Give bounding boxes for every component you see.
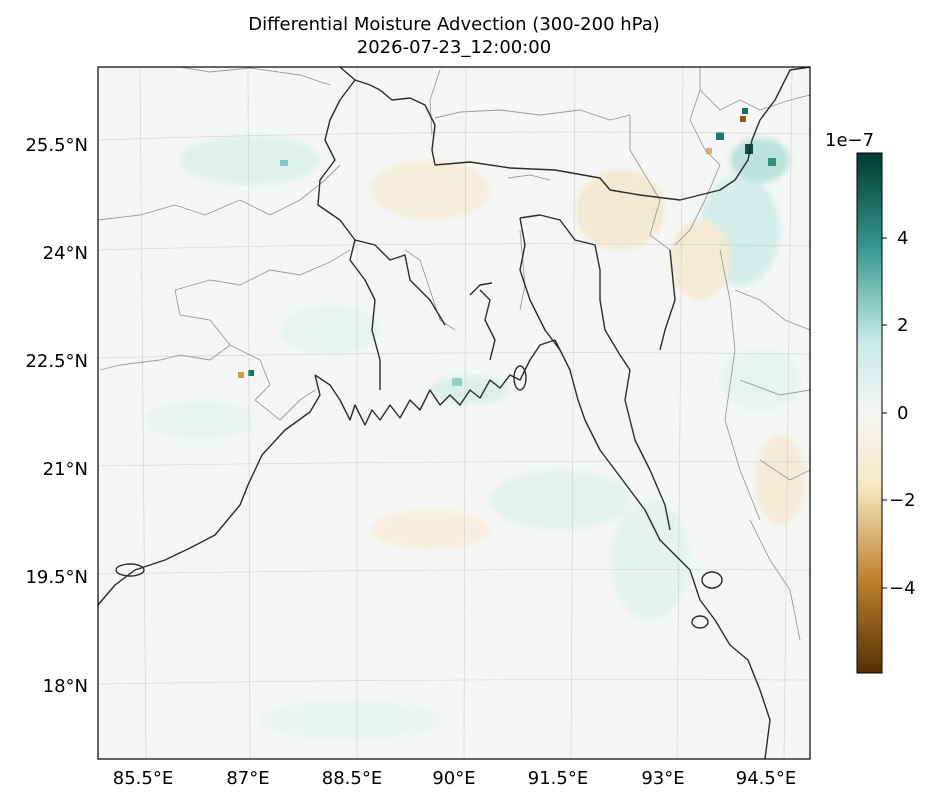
colorbar: 1e−7 4 2 0 −2 −4 (825, 130, 916, 674)
lon-tick-label: 91.5°E (528, 768, 588, 789)
colorbar-gradient (856, 152, 883, 674)
lon-tick-label: 85.5°E (113, 768, 173, 789)
advection-hotspots (238, 108, 776, 386)
lat-tick-label: 22.5°N (25, 351, 88, 372)
map-subtitle: 2026-07-23_12:00:00 (357, 37, 551, 58)
lat-tick-label: 21°N (43, 459, 88, 480)
lat-tick-label: 25.5°N (25, 135, 88, 156)
map-frame (97, 66, 811, 760)
map-panel (98, 67, 810, 759)
state-borders (98, 67, 810, 641)
lon-tick-label: 87°E (226, 768, 269, 789)
lon-tick-label: 94.5°E (736, 768, 796, 789)
lon-tick-labels: 85.5°E 87°E 88.5°E 90°E 91.5°E 93°E 94.5… (113, 768, 796, 789)
lat-tick-label: 19.5°N (25, 567, 88, 588)
colorbar-tick-label: 2 (897, 315, 908, 336)
map-title: Differential Moisture Advection (300-200… (248, 14, 660, 35)
graticule (98, 67, 810, 759)
lat-tick-label: 18°N (43, 676, 88, 697)
colorbar-exponent: 1e−7 (825, 130, 874, 151)
lat-tick-label: 24°N (43, 243, 88, 264)
lon-tick-label: 88.5°E (322, 768, 382, 789)
coastline-and-borders (98, 67, 810, 759)
lon-tick-label: 93°E (641, 768, 684, 789)
colorbar-tick-label: 0 (897, 403, 908, 424)
lat-tick-labels: 25.5°N 24°N 22.5°N 21°N 19.5°N 18°N (25, 135, 88, 697)
lon-tick-label: 90°E (432, 768, 475, 789)
colorbar-tick-label: −2 (889, 490, 916, 511)
colorbar-tick-label: 4 (897, 228, 908, 249)
colorbar-tick-label: −4 (889, 578, 916, 599)
